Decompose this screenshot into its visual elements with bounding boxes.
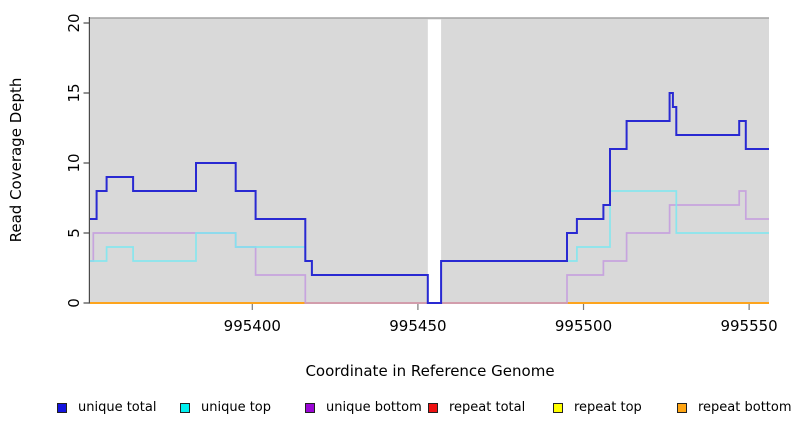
legend-label: repeat top [574, 400, 642, 415]
legend-item-unique-bottom: unique bottom [305, 400, 422, 416]
legend-swatch-unique-total [57, 403, 67, 413]
legend: unique total unique top unique bottom repea… [0, 400, 792, 424]
legend-item-repeat-top: repeat top [553, 400, 642, 416]
legend-swatch-unique-top [180, 403, 190, 413]
legend-swatch-unique-bottom [305, 403, 315, 413]
legend-swatch-repeat-top [553, 403, 563, 413]
y-tick-label: 5 [65, 228, 83, 238]
y-tick-label: 20 [65, 13, 83, 32]
y-tick-label: 10 [65, 153, 83, 172]
legend-label: repeat bottom [698, 400, 792, 415]
x-tick-label: 995400 [224, 317, 281, 335]
series-layer [90, 92, 769, 304]
legend-swatch-repeat-bottom [677, 403, 687, 413]
legend-label: unique top [201, 400, 272, 415]
coverage-gap-region [427, 19, 442, 303]
legend-item-unique-top: unique top [180, 400, 271, 416]
legend-label: repeat total [449, 400, 526, 415]
legend-item-unique-total: unique total [57, 400, 156, 416]
legend-swatch-repeat-total [428, 403, 438, 413]
axis-layer: 0 5 10 15 20 995400 995450 995500 995550 [65, 13, 778, 335]
legend-item-repeat-bottom: repeat bottom [677, 400, 792, 416]
legend-label: unique bottom [326, 400, 422, 415]
x-tick-label: 995500 [555, 317, 612, 335]
legend-item-repeat-total: repeat total [428, 400, 525, 416]
legend-label: unique total [78, 400, 157, 415]
y-axis-title: Read Coverage Depth [7, 78, 25, 243]
series-unique-total-line [90, 92, 769, 304]
y-tick-label: 0 [65, 298, 83, 308]
x-tick-label: 995550 [720, 317, 777, 335]
x-axis-title: Coordinate in Reference Genome [305, 362, 554, 380]
y-tick-label: 15 [65, 83, 83, 102]
panel-layer [90, 17, 769, 303]
x-tick-label: 995450 [389, 317, 446, 335]
